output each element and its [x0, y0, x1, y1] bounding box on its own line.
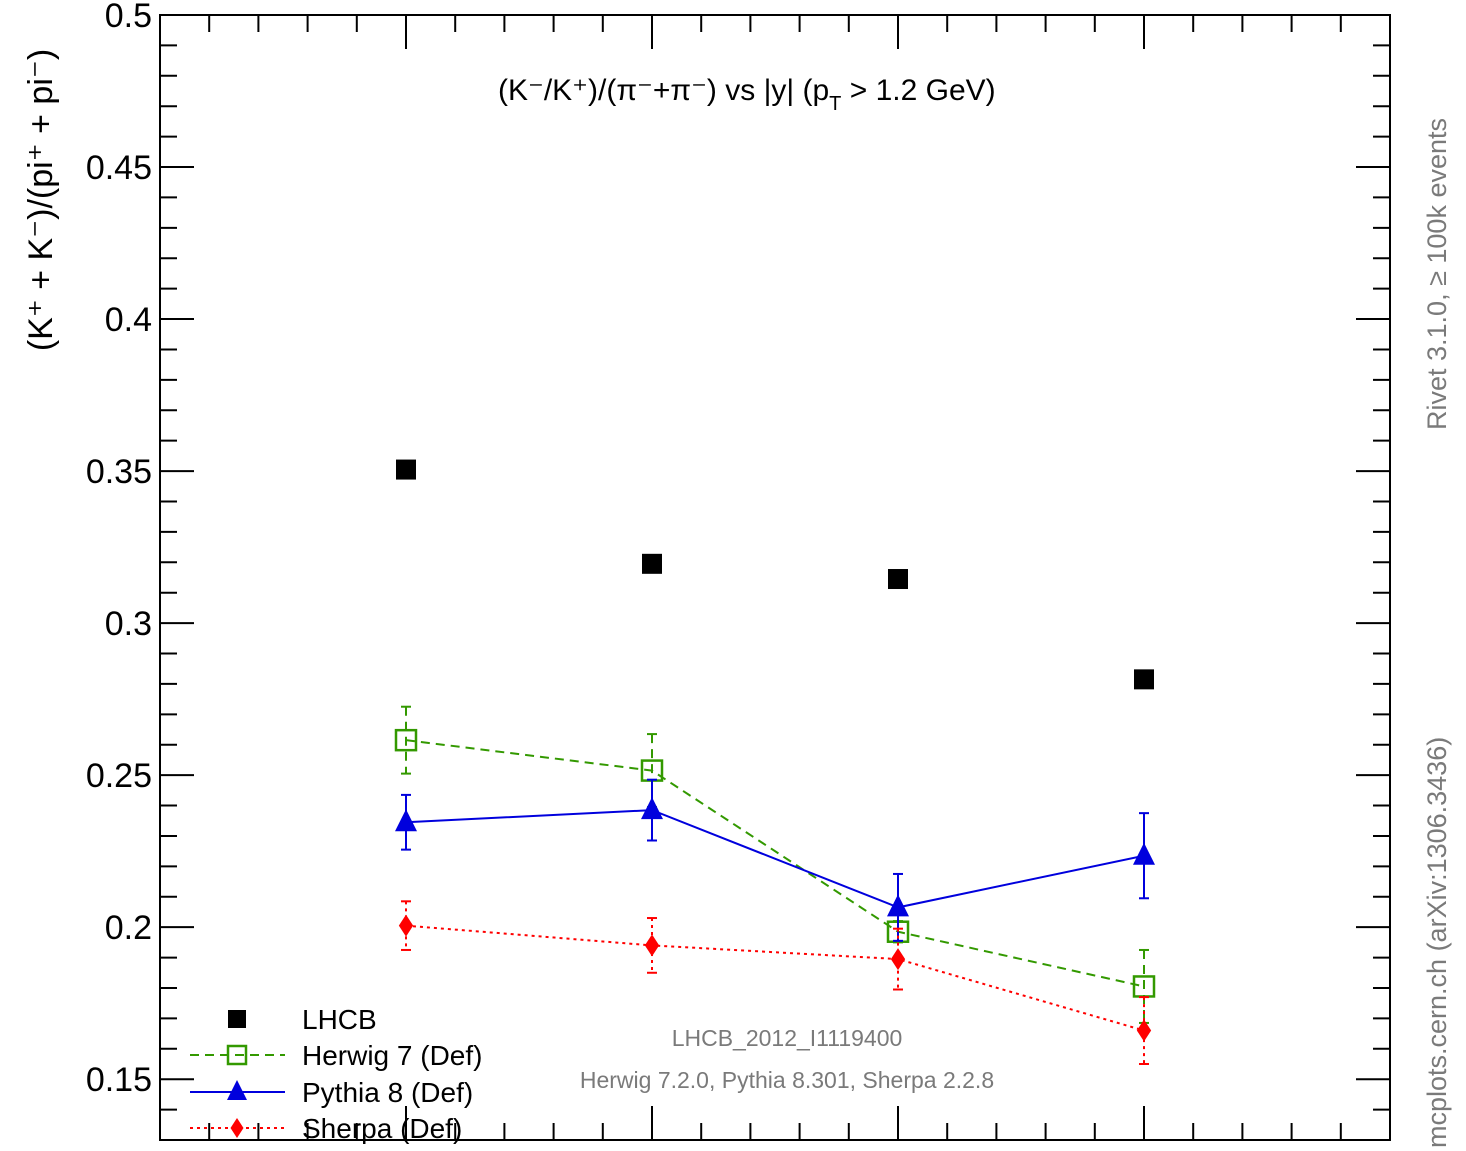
y-tick-label: 0.35: [86, 453, 152, 491]
plot-border: [159, 14, 1391, 1141]
y-tick-label: 0.25: [86, 757, 152, 795]
chart-title-tail: > 1.2 GeV): [841, 74, 995, 107]
legend-marker: [226, 1044, 248, 1066]
legend-label: Pythia 8 (Def): [302, 1077, 473, 1108]
mcplots-source-label: mcplots.cern.ch (arXiv:1306.3436): [1422, 737, 1452, 1148]
legend: LHCB Herwig 7 (Def) Pythia 8 (Def) Sherpa (…: [190, 1004, 482, 1144]
y-axis-label: (K⁺ + K⁻)/(pi⁺ + pi⁻): [22, 49, 60, 351]
y-tick-label: 0.3: [105, 605, 152, 643]
data-point: [398, 914, 414, 937]
chart-title-subscript: T: [829, 93, 841, 115]
y-tick-label: 0.4: [105, 301, 152, 339]
data-point: [887, 894, 909, 917]
chart-title: (K⁻/K⁺)/(π⁻+π⁻) vs |y| (pT > 1.2 GeV): [498, 74, 996, 115]
series-line: [405, 809, 1145, 909]
rivet-version-label: Rivet 3.1.0, ≥ 100k events: [1422, 118, 1452, 430]
series-herwig-7-def: [394, 705, 1156, 1024]
legend-label: Herwig 7 (Def): [302, 1040, 482, 1071]
legend-item: Herwig 7 (Def): [190, 1040, 482, 1071]
data-point: [642, 553, 662, 574]
legend-label: Sherpa (Def): [302, 1113, 462, 1144]
plot-frame: [159, 14, 1391, 1141]
legend-item: Pythia 8 (Def): [190, 1077, 473, 1108]
legend-marker: [230, 1118, 244, 1138]
series-sherpa-def: [398, 900, 1152, 1065]
series-line: [405, 739, 1145, 988]
data-point: [1136, 1019, 1152, 1042]
y-tick-label: 0.45: [86, 149, 152, 187]
data-point: [395, 809, 417, 832]
legend-item: LHCB: [228, 1004, 377, 1035]
y-tick-label: 0.15: [86, 1061, 152, 1099]
data-point: [641, 797, 663, 820]
y-tick-labels: 0.15 0.2 0.25 0.3 0.35 0.4 0.45 0.5: [86, 0, 152, 1099]
data-point: [888, 569, 908, 590]
legend-label: LHCB: [302, 1004, 377, 1035]
data-point: [394, 728, 418, 752]
y-tick-label: 0.5: [105, 0, 152, 35]
series-pythia-8-def: [395, 778, 1155, 942]
series-layer: [394, 459, 1156, 1065]
data-point: [644, 934, 660, 957]
analysis-id-label: LHCB_2012_I1119400: [672, 1025, 903, 1051]
series-lhcb: [396, 459, 1154, 690]
data-point: [1134, 669, 1154, 690]
legend-marker: [227, 1080, 247, 1100]
generator-versions-label: Herwig 7.2.0, Pythia 8.301, Sherpa 2.2.8: [580, 1067, 994, 1093]
legend-item: Sherpa (Def): [190, 1113, 462, 1144]
axis-ticks: [159, 14, 1391, 1141]
series-line: [405, 924, 1145, 1032]
data-point: [396, 459, 416, 480]
data-point: [890, 948, 906, 971]
y-tick-label: 0.2: [105, 909, 152, 947]
legend-marker: [228, 1010, 246, 1028]
data-point: [1133, 842, 1155, 865]
